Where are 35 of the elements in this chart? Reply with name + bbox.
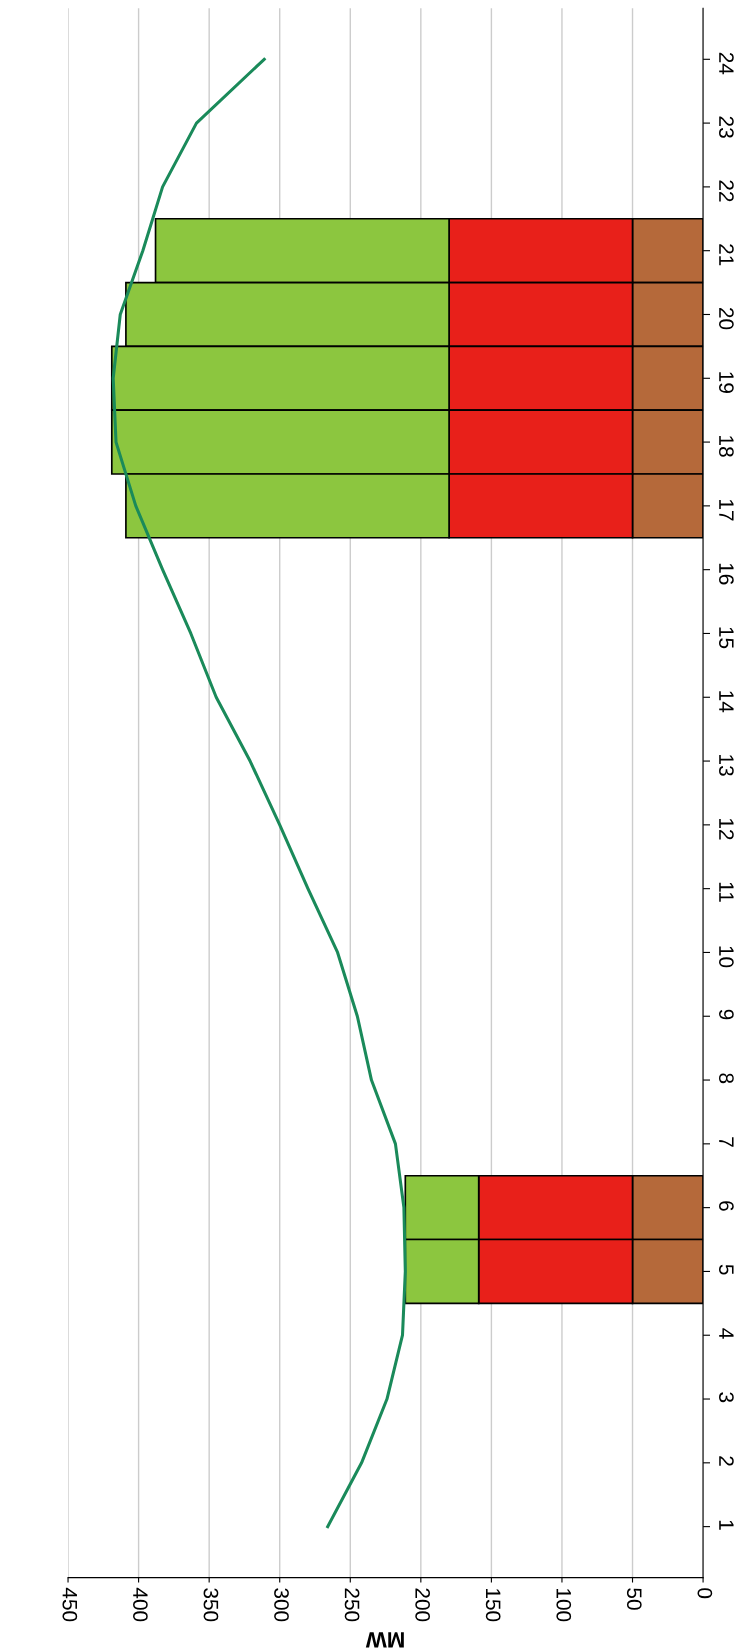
y-tick-label: 1: [719, 1520, 734, 1530]
x-tick-label: 300: [274, 1588, 289, 1622]
y-tick-label: 19: [719, 372, 734, 393]
x-tick-label: 250: [344, 1588, 360, 1622]
y-tick-label: 24: [719, 52, 734, 75]
y-tick-label: 21: [719, 244, 734, 266]
x-tick-label: 400: [133, 1587, 148, 1622]
y-tick-label: 10: [719, 946, 734, 968]
y-tick-label: 6: [719, 1201, 734, 1211]
y-tick-label: 4: [719, 1328, 734, 1339]
y-tick-label: 13: [719, 755, 734, 776]
y-tick-label: 5: [719, 1264, 734, 1275]
y-tick-label: 12: [719, 818, 734, 840]
y-tick-label: 9: [719, 1009, 734, 1020]
x-tick-label: 50: [626, 1588, 642, 1610]
y-tick-label: 17: [719, 499, 734, 521]
y-tick-label: 14: [719, 691, 734, 713]
x-tick-label: 150: [485, 1588, 501, 1622]
x-tick-label: 450: [62, 1587, 78, 1622]
y-tick-label: 2: [719, 1456, 734, 1466]
x-axis-title: MW: [365, 1632, 404, 1648]
y-tick-label: 7: [719, 1137, 734, 1147]
y-tick-label: 20: [719, 307, 734, 330]
y-tick-label: 3: [719, 1392, 734, 1403]
x-tick-label: 100: [556, 1588, 572, 1622]
y-tick-label: 22: [719, 180, 734, 202]
x-tick-label: 0: [697, 1588, 713, 1599]
x-tick-label: 350: [203, 1588, 219, 1622]
y-tick-label: 15: [719, 627, 734, 649]
y-tick-label: 16: [719, 563, 734, 585]
y-tick-label: 8: [719, 1073, 734, 1084]
x-tick-label: 200: [415, 1588, 430, 1622]
y-tick-label: 18: [719, 436, 734, 457]
y-tick-label: 23: [719, 116, 734, 138]
y-tick-label: 11: [719, 882, 734, 902]
